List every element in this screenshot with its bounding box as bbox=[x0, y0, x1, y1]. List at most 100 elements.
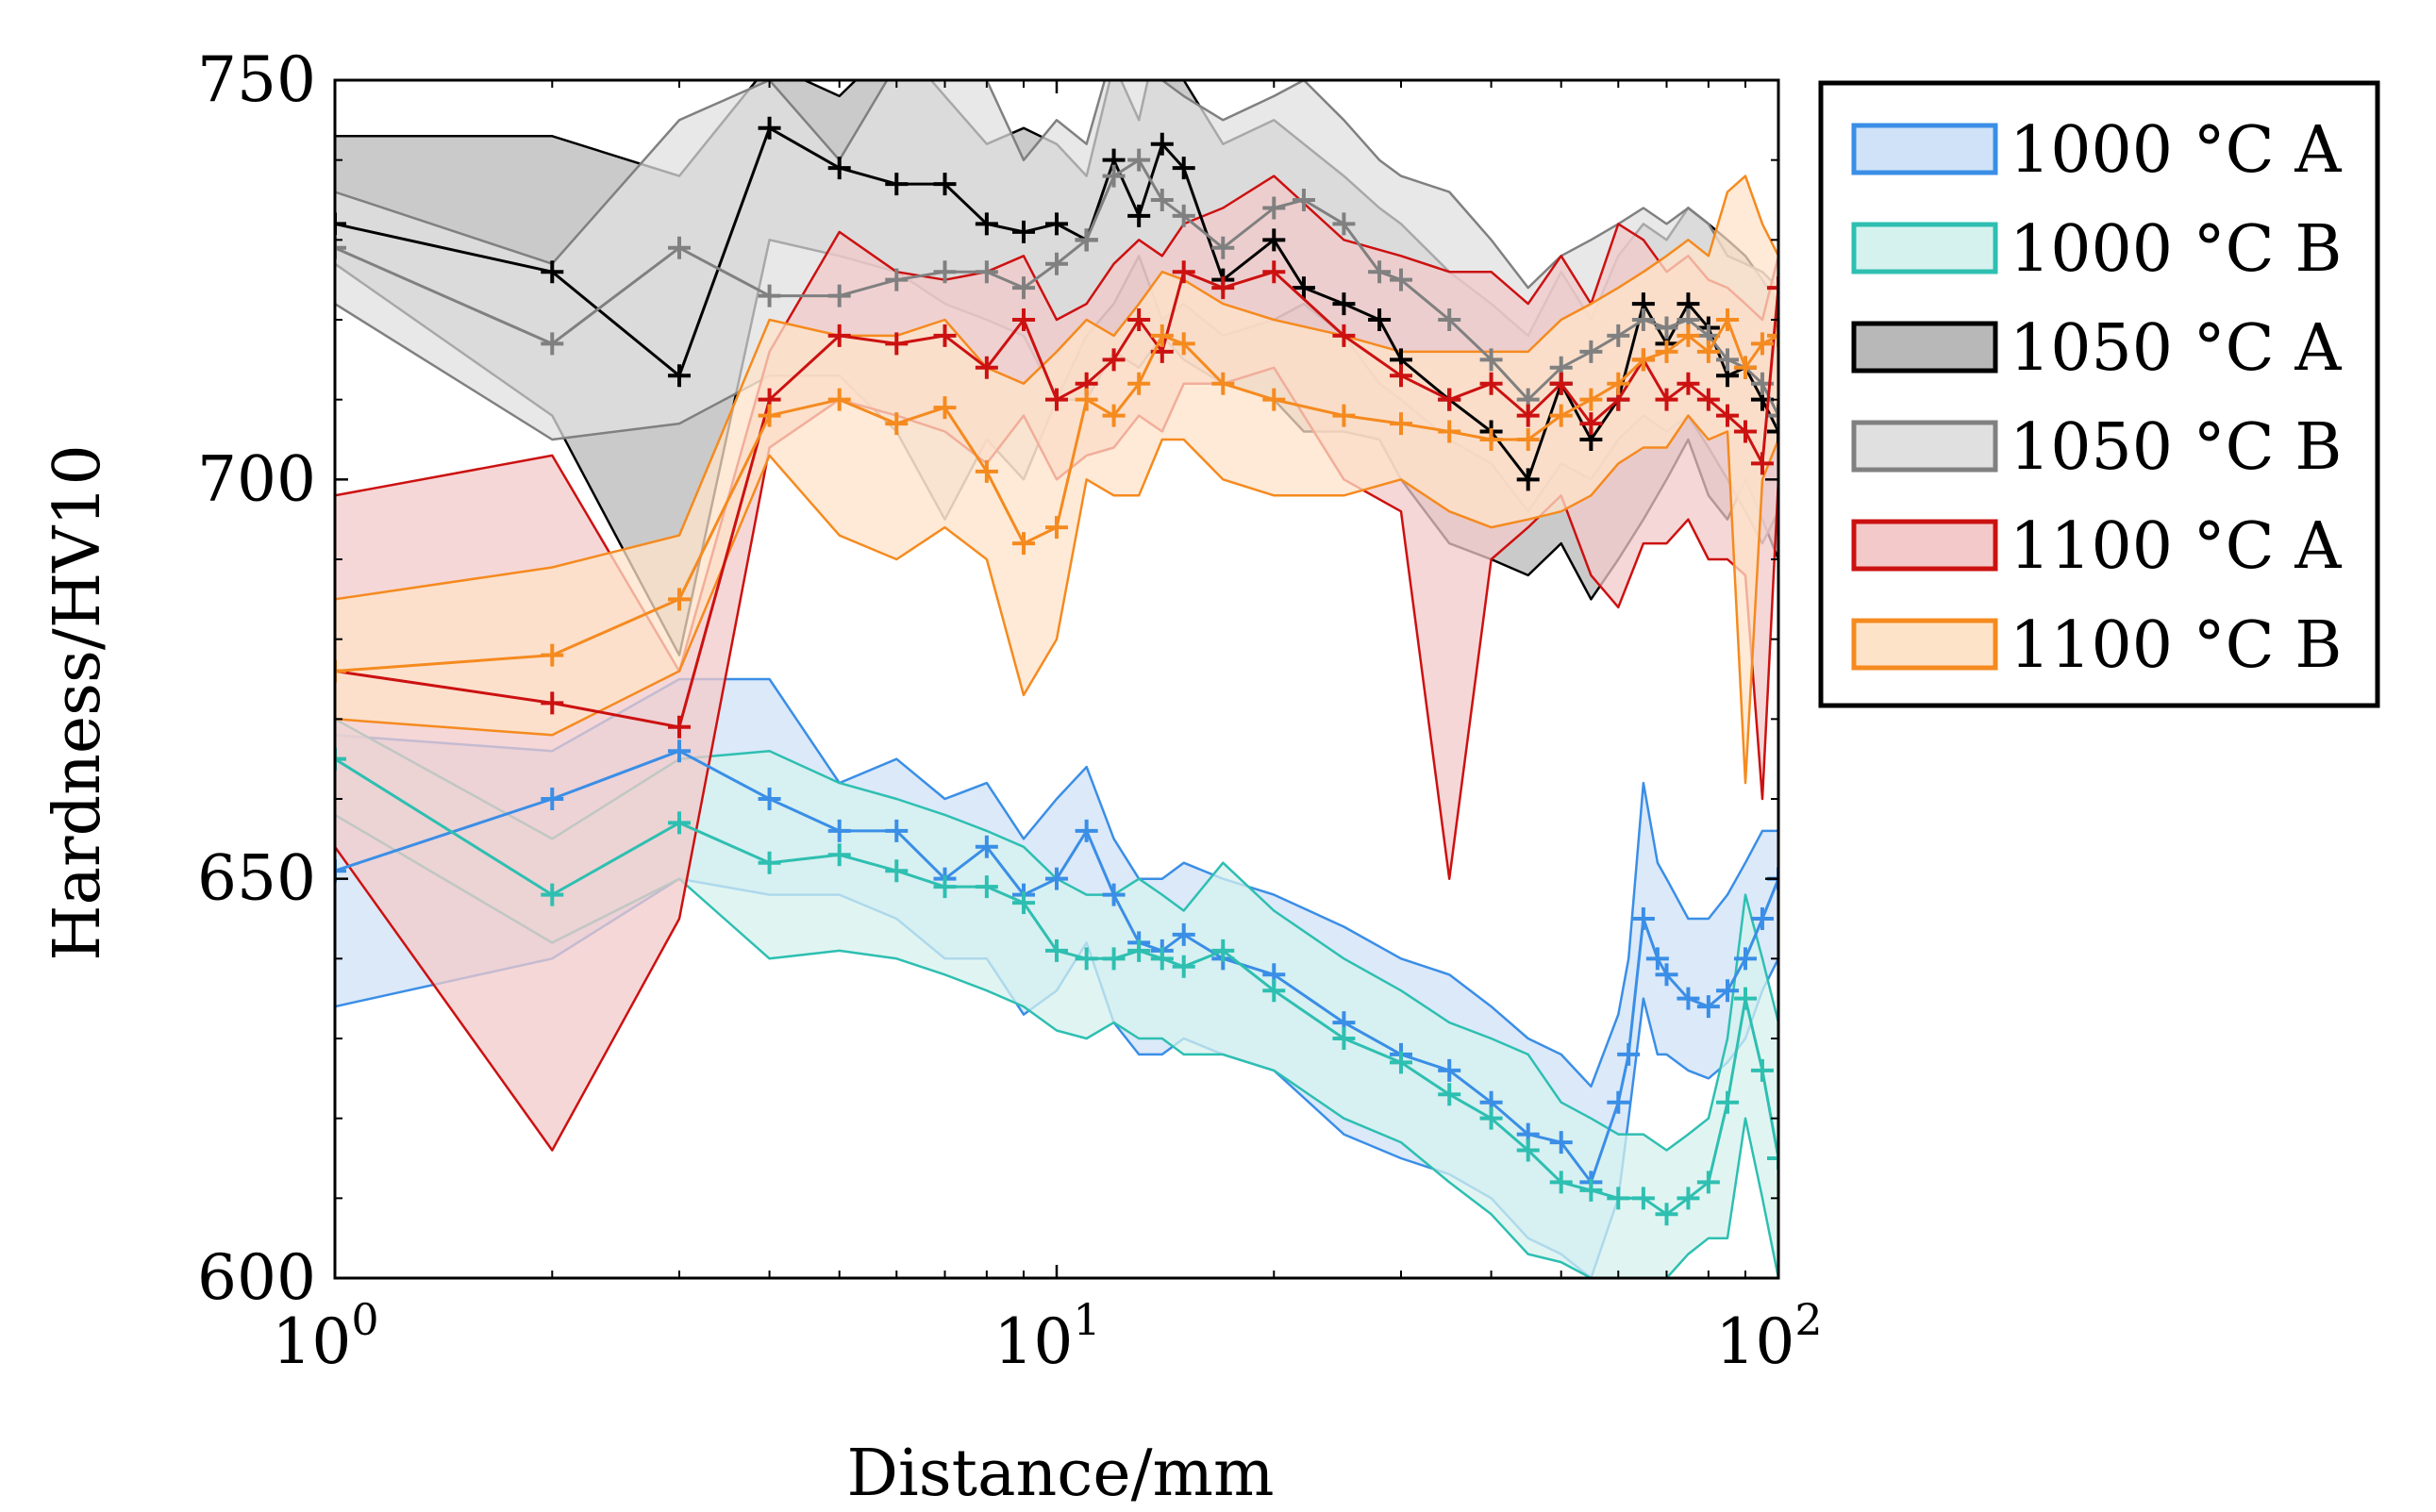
data-point bbox=[1677, 324, 1700, 347]
data-point bbox=[1579, 340, 1603, 363]
data-point bbox=[667, 739, 691, 763]
data-point bbox=[1696, 995, 1720, 1019]
data-point bbox=[1579, 412, 1603, 436]
data-point bbox=[1262, 260, 1286, 284]
data-point bbox=[1696, 1171, 1720, 1194]
data-point bbox=[1631, 1187, 1655, 1210]
data-point bbox=[1390, 268, 1412, 291]
data-point bbox=[827, 819, 851, 842]
legend-swatch bbox=[1851, 222, 1998, 274]
data-point bbox=[885, 412, 909, 436]
data-point bbox=[975, 835, 998, 858]
x-tick-label: 101 bbox=[993, 1294, 1100, 1378]
data-point bbox=[1045, 939, 1068, 962]
data-point bbox=[827, 284, 851, 307]
data-point bbox=[1631, 907, 1655, 930]
data-point bbox=[758, 116, 781, 140]
data-point bbox=[1645, 947, 1669, 971]
data-point bbox=[885, 332, 909, 356]
data-point bbox=[1332, 212, 1356, 236]
data-point bbox=[885, 268, 909, 291]
data-point bbox=[1631, 308, 1655, 331]
data-point bbox=[1767, 404, 1778, 427]
data-point bbox=[1332, 324, 1356, 347]
data-point bbox=[933, 173, 957, 196]
markers-1 bbox=[335, 747, 1778, 1226]
data-point bbox=[1390, 412, 1412, 436]
data-point bbox=[1150, 189, 1174, 211]
data-point bbox=[1211, 939, 1235, 962]
data-point bbox=[1716, 348, 1740, 372]
data-point bbox=[885, 819, 909, 842]
data-point bbox=[667, 811, 691, 835]
data-point bbox=[1211, 236, 1235, 259]
y-tick-label: 600 bbox=[197, 1241, 316, 1314]
data-point bbox=[1516, 468, 1540, 491]
data-point bbox=[1075, 947, 1098, 971]
legend-entry: 1100 °C B bbox=[1851, 608, 2342, 683]
data-point bbox=[1102, 883, 1126, 906]
data-point bbox=[1075, 819, 1098, 842]
data-point bbox=[758, 851, 781, 874]
data-point bbox=[885, 859, 909, 883]
data-point bbox=[1479, 1106, 1503, 1130]
data-point bbox=[1102, 164, 1126, 188]
y-tick-label: 750 bbox=[197, 43, 316, 116]
data-point bbox=[1607, 1187, 1630, 1210]
data-point bbox=[1127, 204, 1151, 227]
data-point bbox=[933, 324, 957, 347]
data-point bbox=[1767, 324, 1778, 347]
data-point bbox=[667, 236, 691, 259]
data-point bbox=[1012, 276, 1035, 300]
data-point bbox=[1607, 372, 1630, 395]
data-point bbox=[1734, 947, 1757, 971]
data-point bbox=[1127, 308, 1151, 331]
data-point bbox=[1102, 348, 1126, 372]
data-point bbox=[758, 404, 781, 427]
data-point bbox=[1262, 979, 1286, 1003]
data-point bbox=[1172, 260, 1195, 284]
data-point bbox=[933, 396, 957, 420]
data-point bbox=[1696, 388, 1720, 411]
legend-entry: 1050 °C B bbox=[1851, 410, 2342, 485]
data-point bbox=[1332, 404, 1356, 427]
data-point bbox=[1516, 1138, 1540, 1162]
data-point bbox=[885, 173, 909, 196]
data-point bbox=[1549, 1131, 1573, 1155]
y-tick-label: 650 bbox=[197, 842, 316, 915]
data-point bbox=[1734, 356, 1757, 379]
series-lines bbox=[335, 116, 1778, 1226]
data-point bbox=[1262, 196, 1286, 220]
data-point bbox=[1172, 955, 1195, 978]
data-point bbox=[1292, 276, 1315, 300]
data-point bbox=[1127, 939, 1151, 962]
data-point bbox=[1211, 372, 1235, 395]
data-point bbox=[541, 788, 564, 810]
data-point bbox=[827, 157, 851, 180]
data-point bbox=[933, 260, 957, 284]
legend-box bbox=[1818, 80, 2380, 708]
data-point bbox=[1012, 891, 1035, 915]
legend-label: 1100 °C B bbox=[2010, 608, 2342, 683]
data-point bbox=[667, 364, 691, 388]
data-point bbox=[827, 843, 851, 867]
data-point bbox=[1262, 228, 1286, 252]
legend-label: 1050 °C A bbox=[2010, 311, 2342, 386]
data-point bbox=[1617, 1042, 1641, 1066]
data-point bbox=[1045, 516, 1068, 540]
data-point bbox=[1655, 388, 1678, 411]
data-point bbox=[1172, 922, 1195, 946]
data-point bbox=[1127, 372, 1151, 395]
legend: 1000 °C A 1000 °C B 1050 °C A 1050 °C B 1100… bbox=[1818, 80, 2380, 708]
data-point bbox=[1750, 452, 1774, 475]
legend-entry: 1050 °C A bbox=[1851, 311, 2342, 386]
data-point bbox=[541, 260, 564, 284]
data-point bbox=[1045, 388, 1068, 411]
data-point bbox=[1655, 316, 1678, 340]
data-point bbox=[1750, 332, 1774, 356]
data-point bbox=[1332, 1027, 1356, 1050]
data-point bbox=[335, 212, 346, 236]
data-point bbox=[1075, 388, 1098, 411]
data-point bbox=[1045, 212, 1068, 236]
